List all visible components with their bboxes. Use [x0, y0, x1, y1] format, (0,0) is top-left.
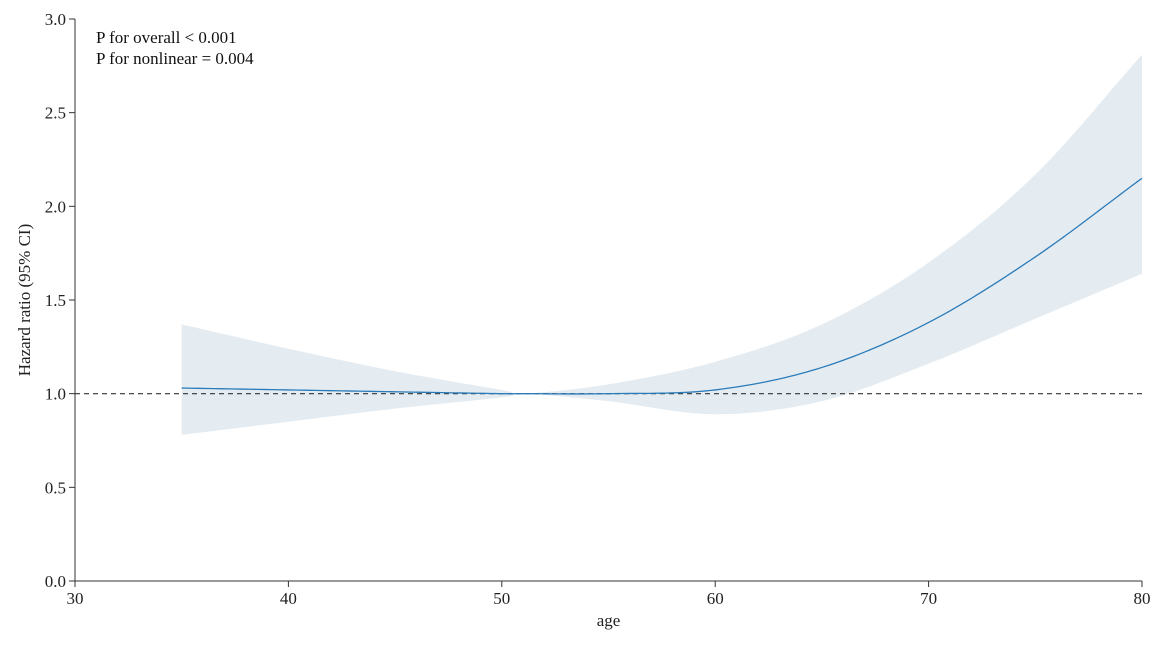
x-ticks: 30 40 50 60 70 80 [67, 581, 1151, 608]
x-tick-label: 80 [1134, 589, 1151, 608]
confidence-band [181, 54, 1142, 435]
x-tick-label: 60 [707, 589, 724, 608]
y-tick-label: 0.5 [45, 478, 66, 497]
y-ticks: 0.0 0.5 1.0 1.5 2.0 2.5 3.0 [45, 10, 75, 591]
hazard-ratio-line [181, 177, 1143, 395]
y-tick-label: 3.0 [45, 10, 66, 29]
x-tick-label: 50 [493, 589, 510, 608]
x-axis-label: age [597, 611, 621, 630]
x-tick-label: 30 [67, 589, 84, 608]
y-tick-label: 0.0 [45, 572, 66, 591]
p-value-annotations: P for overall < 0.001 P for nonlinear = … [96, 28, 254, 68]
plot-area [75, 54, 1143, 435]
y-tick-label: 2.0 [45, 197, 66, 216]
p-nonlinear-annotation: P for nonlinear = 0.004 [96, 49, 254, 68]
y-tick-label: 2.5 [45, 104, 66, 123]
y-tick-label: 1.0 [45, 385, 66, 404]
y-tick-label: 1.5 [45, 291, 66, 310]
x-tick-label: 40 [280, 589, 297, 608]
p-overall-annotation: P for overall < 0.001 [96, 28, 237, 47]
x-tick-label: 70 [920, 589, 937, 608]
y-axis-label: Hazard ratio (95% CI) [15, 224, 34, 376]
